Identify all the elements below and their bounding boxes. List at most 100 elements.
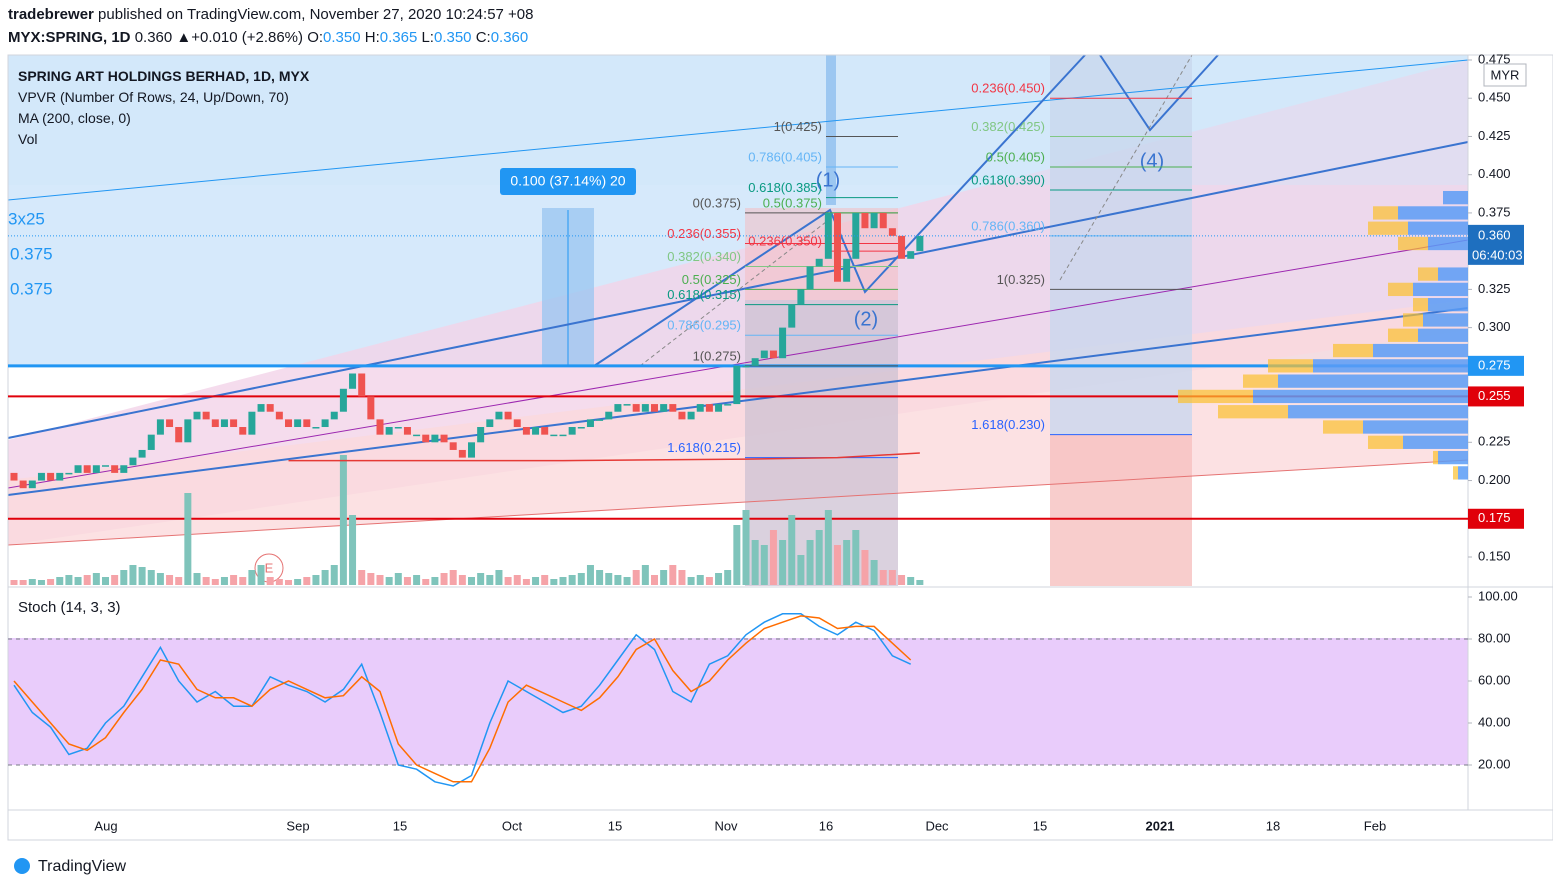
last: 0.360 [134,29,173,46]
candle-body [705,404,713,412]
y-tick-label: 0.425 [1478,128,1511,143]
candle-body [605,411,613,420]
candle-body [888,228,896,236]
volume-bar [358,570,366,585]
candle-body [19,480,27,489]
volume-bar [797,555,805,585]
candle-body [596,419,604,421]
candle-body [879,212,887,229]
candle-body [266,404,274,412]
volume-bar [769,530,777,585]
volume-bar [834,545,841,585]
vpvr-up [1363,420,1468,434]
candle-body [815,258,823,267]
candle-body [550,434,558,437]
candle-body [422,434,430,443]
left-label: 0.375 [10,279,53,298]
volume-bar [632,570,640,585]
volume-bar [742,510,750,585]
volume-bar [760,545,768,585]
candle-body [92,465,100,473]
candle-body [449,442,457,450]
vpvr-up [1458,466,1468,480]
candle-body [211,419,219,428]
x-tick-label: Aug [94,818,117,833]
vpvr-down [1218,405,1288,419]
volume-bar [449,570,457,585]
volume-bar [10,580,18,585]
candle-body [440,434,448,443]
ohlc-label: O: [307,29,324,46]
volume-bar [147,570,155,585]
volume-bar [83,575,91,585]
header-line: tradebrewer published on TradingView.com… [8,6,534,23]
symbol: MYX:SPRING, 1D [8,29,131,46]
volume-bar [166,575,174,585]
vpvr-down [1368,221,1408,235]
volume-bar [788,515,796,585]
volume-bar [257,565,265,585]
volume-bar [559,577,567,585]
candle-body [294,419,302,428]
y-tick-label: 0.375 [1478,204,1511,219]
volume-bar [156,573,164,585]
candle-body [651,404,658,412]
candle-body [129,457,137,466]
change: +0.010 (+2.86%) [191,29,304,46]
y-tick-label: 0.150 [1478,548,1511,563]
vpvr-up [1288,405,1468,419]
stoch-d [13,615,912,783]
candle-body [156,419,164,435]
vpvr-up [1403,435,1468,449]
volume-bar [733,525,741,585]
candle-body [687,411,695,420]
stoch-band [8,638,1468,765]
y-tick-label: 80.00 [1478,630,1511,645]
price-label: 0.255 [1478,388,1511,403]
volume-bar [623,577,631,585]
volume-bar [660,570,668,585]
candle-body [220,419,228,428]
volume-bar [596,570,604,585]
volume-bar [715,573,723,585]
y-tick-label: 40.00 [1478,714,1511,729]
volume-bar [477,573,485,585]
range-box [1050,55,1192,435]
vpvr-down [1453,466,1458,480]
ohlc: O:0.350 H:0.365 L:0.350 C:0.360 [307,29,528,46]
candle-body [769,350,777,359]
candle-body [184,419,192,443]
volume-bar [504,577,512,585]
ma-line [288,452,920,462]
candle-body [102,465,109,467]
earnings-label: E [265,560,274,575]
vpvr-down [1178,389,1253,404]
volume-bar [266,577,274,585]
vpvr-up [1278,374,1468,388]
vpvr-down [1388,328,1418,342]
candle-body [65,472,73,475]
volume-bar [916,580,924,585]
candle-body [248,411,256,435]
volume-bar [678,570,686,585]
volume-bar [468,577,475,585]
trendline [7,59,1469,201]
volume-bar [806,540,814,585]
candle-body [303,419,311,428]
candle-body [275,411,283,420]
candle-body [907,251,915,259]
candle-body [111,465,119,473]
last-price-bg [1468,224,1524,265]
vpvr-up [1413,282,1468,297]
vpvr-down [1398,236,1428,251]
fib-label: 1(0.425) [774,119,822,134]
countdown: 06:40:03 [1472,247,1523,262]
candle-body [367,396,375,420]
logo [14,858,30,874]
fib-label: 0.5(0.325) [682,272,741,287]
candle-body [724,404,732,406]
volume-bar [614,575,622,585]
trendline [7,459,1469,546]
